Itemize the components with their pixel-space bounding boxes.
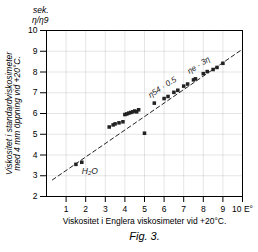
svg-text:3: 3 <box>103 204 108 214</box>
svg-text:7: 7 <box>33 87 38 97</box>
svg-text:6: 6 <box>162 204 167 214</box>
svg-text:sek.: sek. <box>33 5 49 15</box>
svg-text:1: 1 <box>64 204 69 214</box>
svg-text:3: 3 <box>33 170 38 180</box>
svg-text:5: 5 <box>33 129 38 139</box>
svg-text:5: 5 <box>142 204 147 214</box>
svg-text:η54 · 0.5: η54 · 0.5 <box>147 75 179 100</box>
svg-text:Viskositet i standardviskosime: Viskositet i standardviskosimetermed 4 m… <box>4 51 23 175</box>
svg-text:8: 8 <box>201 204 206 214</box>
svg-text:Viskositet i Englera viskosime: Viskositet i Englera viskosimeter vid +2… <box>63 216 227 226</box>
svg-text:η/η9: η/η9 <box>32 15 49 25</box>
svg-text:Fig. 3.: Fig. 3. <box>129 230 160 242</box>
svg-text:4: 4 <box>33 150 38 160</box>
svg-text:9: 9 <box>221 204 226 214</box>
svg-text:4: 4 <box>123 204 128 214</box>
svg-text:10 E°: 10 E° <box>232 204 253 214</box>
svg-text:7: 7 <box>181 204 186 214</box>
svg-text:10: 10 <box>28 25 38 35</box>
svg-text:6: 6 <box>33 108 38 118</box>
svg-text:8: 8 <box>33 67 38 77</box>
svg-text:9: 9 <box>33 46 38 56</box>
svg-text:2: 2 <box>83 204 88 214</box>
svg-text:ηe · 3η: ηe · 3η <box>186 54 212 75</box>
svg-text:H₂O: H₂O <box>82 166 98 176</box>
svg-text:2: 2 <box>33 191 38 201</box>
